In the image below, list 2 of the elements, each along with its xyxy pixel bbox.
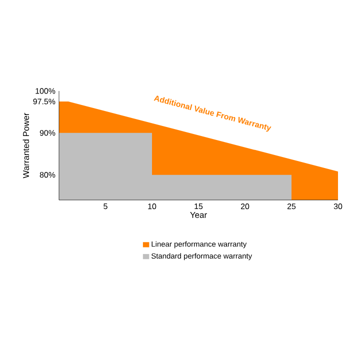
x-axis-title: Year [190, 212, 207, 218]
y-axis-title: Warranted Power [22, 112, 30, 178]
